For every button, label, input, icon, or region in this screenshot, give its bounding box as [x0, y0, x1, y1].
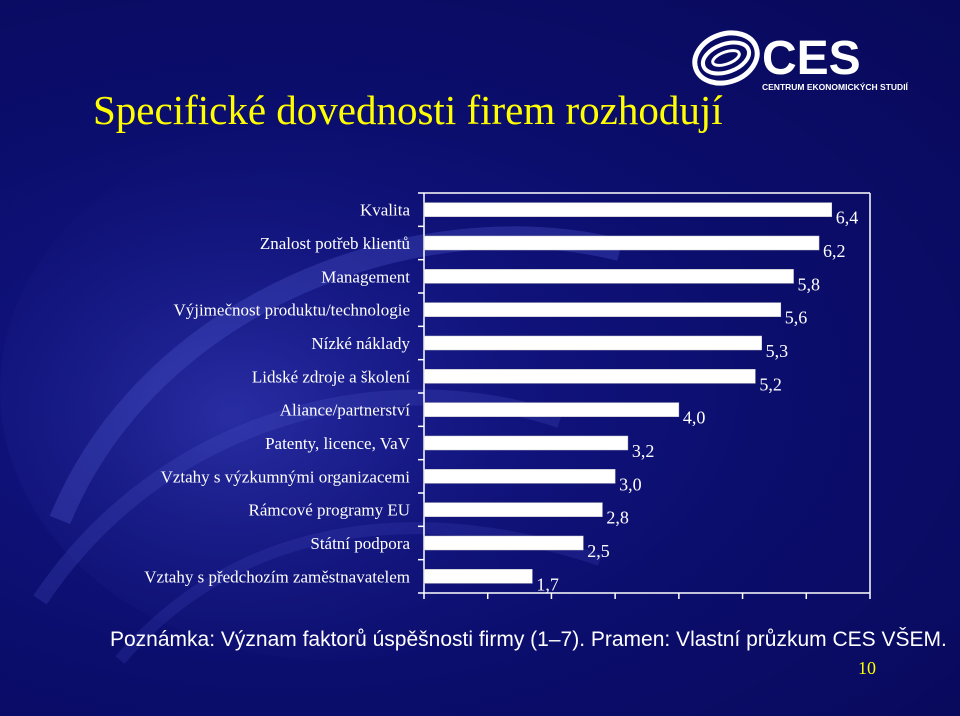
category-labels: Kvalita Znalost potřeb klientů Management V… — [144, 201, 410, 587]
value-labels: 6,4 6,25,8 5,6 5,3 5,2 4,0 3,2 3,0 2,8 2,5 1,7 — [536, 208, 858, 595]
category-label: Vztahy s výzkumnými organizacemi — [161, 467, 411, 486]
bar — [423, 335, 762, 351]
bar — [423, 369, 756, 384]
data-label: 3,2 — [632, 441, 655, 461]
chart-axes — [418, 192, 871, 599]
ces-logo: CES CENTRUM EKONOMICKÝCH STUDIÍ — [690, 20, 920, 100]
ces-logo-graphic: CES CENTRUM EKONOMICKÝCH STUDIÍ — [692, 30, 909, 92]
category-label: Aliance/partnerství — [280, 401, 411, 420]
bar — [423, 402, 680, 417]
data-label: 6,2 — [823, 241, 846, 261]
logo-text: CES — [762, 32, 861, 85]
bar — [423, 469, 616, 484]
category-label: Nízké náklady — [311, 334, 410, 353]
bar — [423, 202, 833, 217]
category-label: Vztahy s předchozím zaměstnavatelem — [144, 567, 410, 586]
category-label: Výjimečnost produktu/technologie — [173, 301, 410, 320]
category-label: Rámcové programy EU — [249, 501, 410, 520]
category-label: Kvalita — [360, 201, 410, 220]
slide-title: Specifické dovednosti firem rozhodují — [93, 87, 723, 133]
category-label: Lidské zdroje a školení — [252, 367, 410, 386]
data-label: 2,8 — [606, 508, 629, 528]
data-label: 5,2 — [759, 374, 782, 394]
category-label: Znalost potřeb klientů — [260, 234, 411, 253]
bar — [423, 502, 603, 517]
data-label: 5,3 — [766, 341, 789, 361]
bar — [423, 269, 794, 284]
bar — [423, 235, 820, 251]
data-label: 6,4 — [836, 208, 859, 228]
category-label: Patenty, licence, VaV — [265, 434, 411, 453]
logo-subtitle: CENTRUM EKONOMICKÝCH STUDIÍ — [762, 81, 909, 92]
bar — [423, 569, 533, 584]
data-label: 4,0 — [683, 408, 706, 428]
data-label: 1,7 — [536, 574, 559, 594]
data-label: 2,5 — [587, 541, 610, 561]
page-number: 10 — [858, 658, 876, 678]
bar — [423, 435, 629, 451]
category-label: Management — [321, 267, 410, 286]
data-label: 3,0 — [619, 474, 642, 494]
data-label: 5,6 — [785, 308, 808, 328]
bar — [423, 535, 584, 551]
chart-bars — [423, 202, 833, 584]
bar — [423, 302, 782, 317]
source-note: Poznámka: Význam faktorů úspěšnosti firm… — [110, 628, 947, 651]
globe-icon — [692, 30, 760, 86]
data-label: 5,8 — [798, 274, 821, 294]
category-label: Státní podpora — [310, 534, 410, 553]
